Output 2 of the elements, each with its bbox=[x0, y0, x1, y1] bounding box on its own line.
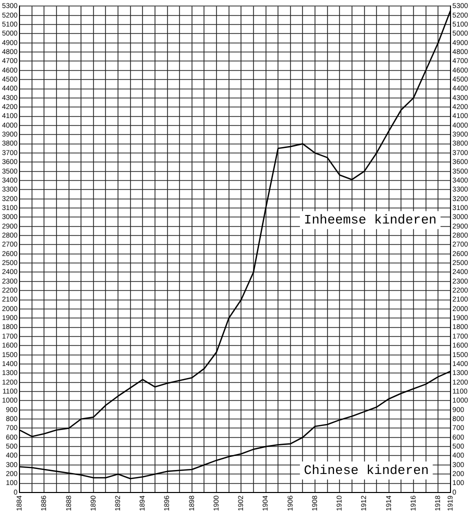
series-label: Chinese kinderen bbox=[304, 462, 429, 478]
text: Inheemse kinderen bbox=[304, 212, 437, 228]
